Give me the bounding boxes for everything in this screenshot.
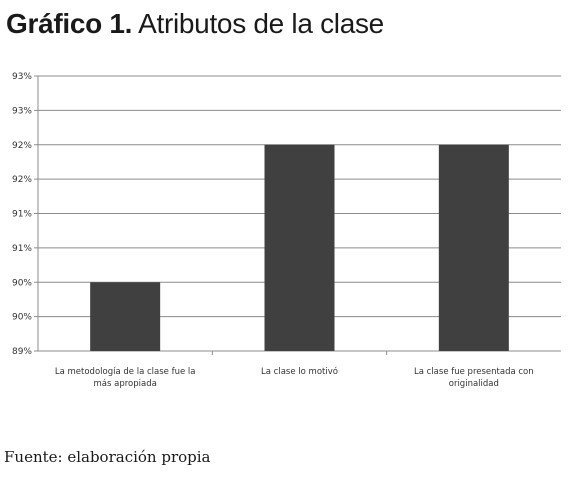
y-tick-label: 93% [12, 106, 32, 116]
figure-caption: Atributos de la clase [138, 8, 384, 39]
x-tick-label: La metodología de la clase fue la [55, 367, 196, 377]
figure-title: Gráfico 1. Atributos de la clase [6, 8, 384, 40]
y-tick-label: 90% [12, 313, 32, 323]
x-tick-label: La clase fue presentada con [414, 367, 534, 377]
y-tick-label: 91% [12, 244, 32, 254]
y-tick-label: 93% [12, 72, 32, 82]
y-tick-label: 92% [12, 141, 32, 151]
y-tick-label: 90% [12, 278, 32, 288]
y-tick-label: 89% [12, 347, 32, 357]
bar [264, 144, 335, 351]
y-tick-label: 92% [12, 175, 32, 185]
x-tick-label: La clase lo motivó [261, 366, 338, 377]
y-tick-label: 91% [12, 210, 32, 220]
bar [90, 282, 161, 351]
bar [438, 144, 509, 351]
figure-number: Gráfico 1. [6, 8, 133, 39]
x-tick-label: originalidad [449, 379, 499, 389]
x-tick-label: más apropiada [94, 379, 157, 389]
figure-source: Fuente: elaboración propia [4, 448, 211, 466]
